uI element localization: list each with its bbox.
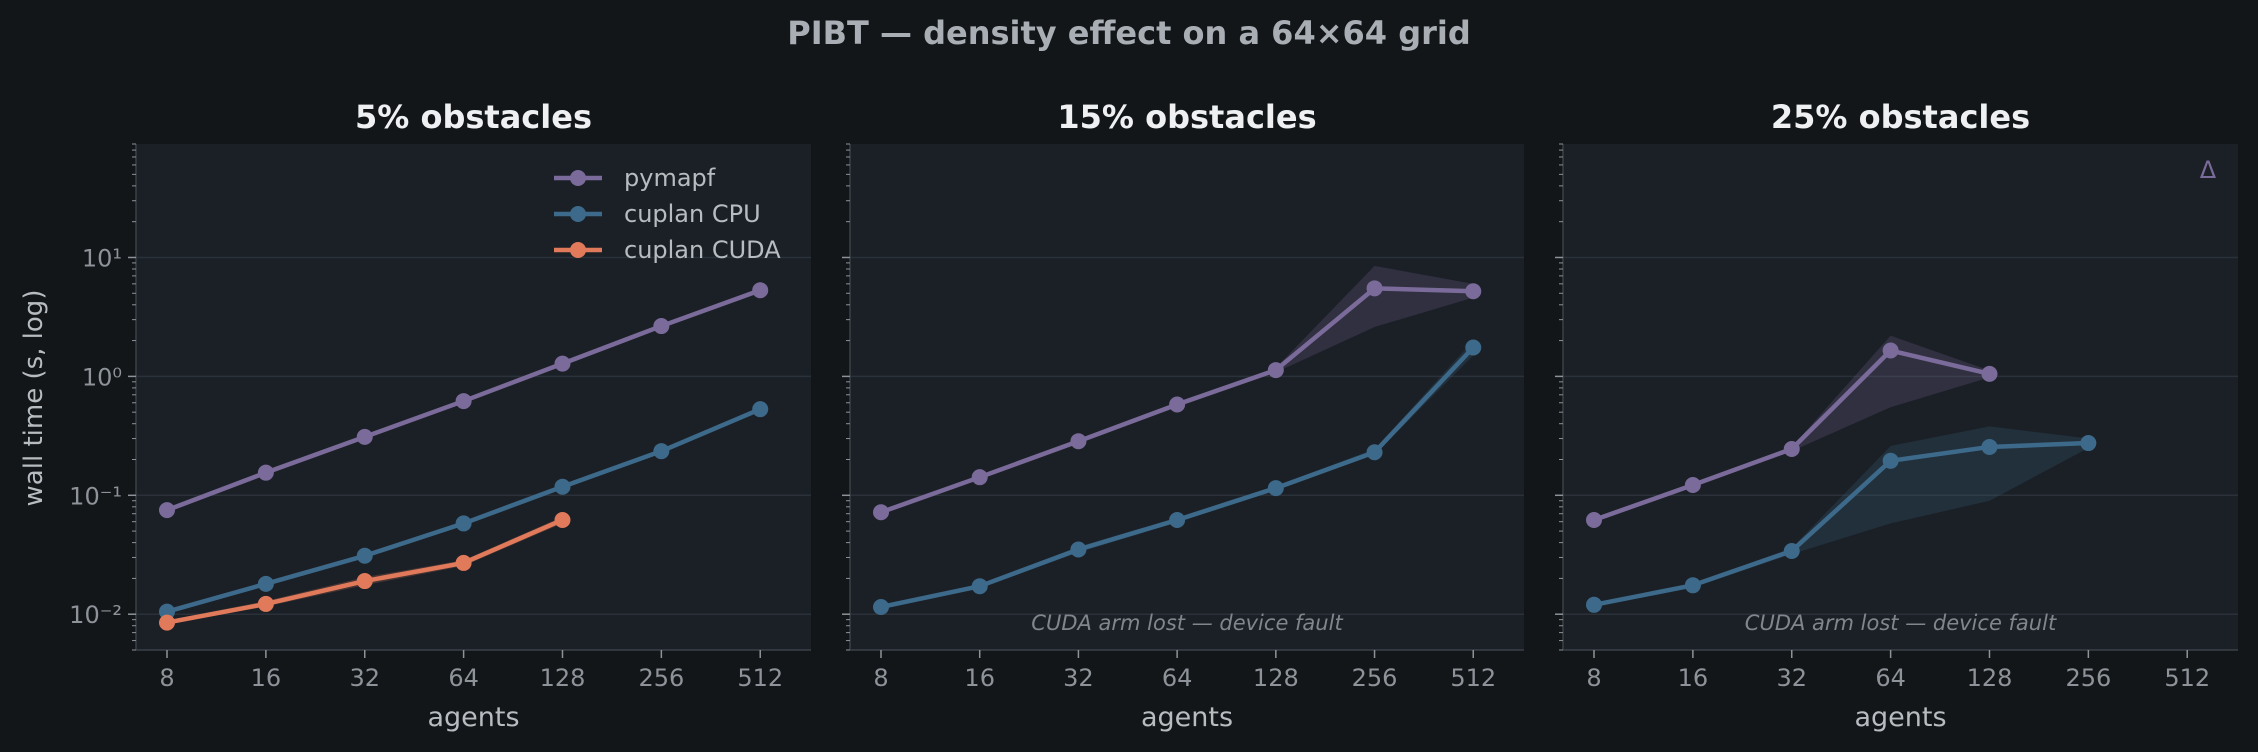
x-tick-label: 8	[873, 664, 888, 692]
data-point	[1586, 596, 1602, 613]
x-tick-label: 64	[1162, 664, 1193, 692]
legend: pymapf cuplan CPU cuplan CUDA	[554, 164, 781, 264]
data-point	[1882, 342, 1899, 359]
x-tick-label: 32	[1776, 664, 1807, 692]
data-point	[356, 428, 373, 445]
plot-area	[850, 144, 1524, 650]
y-tick-label: 10⁻²	[69, 601, 122, 629]
x-tick-label: 32	[1063, 664, 1094, 692]
data-point	[873, 598, 889, 615]
series-line-cuplan-cpu	[1593, 440, 2089, 607]
y-tick-label: 10⁻¹	[69, 482, 122, 510]
x-tick-label: 512	[737, 664, 783, 692]
annotation-note: CUDA arm lost — device fault	[1031, 611, 1343, 635]
x-tick-label: 256	[2065, 664, 2111, 692]
data-point	[653, 318, 670, 335]
x-tick-label: 128	[1253, 664, 1299, 692]
figure-title: PIBT — density effect on a 64×64 grid	[787, 14, 1471, 52]
data-point	[1981, 438, 1998, 455]
data-point	[1586, 511, 1602, 528]
delta-marker-icon: Δ	[2200, 156, 2217, 184]
data-point	[752, 401, 769, 418]
x-tick-label: 64	[1875, 664, 1906, 692]
x-tick-label: 8	[159, 664, 174, 692]
data-point	[257, 595, 274, 612]
data-point	[554, 511, 571, 528]
series-band-cuplan-cpu	[1594, 426, 2089, 607]
data-point	[1882, 452, 1899, 469]
x-tick-label: 128	[540, 664, 586, 692]
data-point	[1684, 577, 1701, 594]
data-point	[1783, 543, 1800, 560]
data-point	[554, 355, 571, 372]
x-tick-label: 512	[1450, 664, 1496, 692]
x-axis-label: agents	[427, 702, 519, 733]
legend-label: cuplan CUDA	[624, 236, 781, 264]
data-point	[752, 282, 769, 299]
series-band-pymapf	[1594, 335, 1990, 522]
data-point	[873, 504, 889, 521]
data-point	[159, 502, 175, 519]
x-tick-label: 8	[1586, 664, 1601, 692]
x-axis-label: agents	[1854, 702, 1946, 733]
data-point	[1465, 339, 1482, 356]
data-point	[1684, 477, 1701, 494]
legend-marker	[570, 206, 586, 222]
plot-area	[1563, 144, 2238, 650]
data-point	[1169, 396, 1186, 413]
x-tick-label: 256	[1352, 664, 1398, 692]
data-point	[1267, 362, 1284, 379]
data-point	[554, 478, 571, 495]
x-tick-label: 16	[251, 664, 282, 692]
data-point	[455, 554, 472, 571]
data-point	[257, 575, 274, 592]
data-point	[653, 443, 670, 460]
chart-panel-1: 10⁻² 10⁻¹ 10⁰ 10¹ 8 16 32 64 128 256 512 5% obstacl…	[69, 98, 811, 733]
y-axis-label: wall time (s, log)	[19, 290, 49, 507]
y-tick-label: 10¹	[82, 244, 122, 272]
panel-title: 15% obstacles	[1057, 98, 1316, 136]
data-point	[2080, 435, 2097, 452]
legend-label: pymapf	[624, 164, 716, 192]
data-point	[159, 614, 175, 631]
y-tick-label: 10⁰	[82, 363, 122, 391]
data-point	[455, 393, 472, 410]
data-point	[356, 573, 373, 590]
x-axis-label: agents	[1141, 702, 1233, 733]
x-tick-label: 32	[349, 664, 380, 692]
data-point	[257, 464, 274, 481]
x-tick-label: 16	[964, 664, 995, 692]
data-point	[1070, 433, 1087, 450]
data-point	[971, 578, 988, 595]
chart-panel-3: 8 16 32 64 128 256 512 25% obstacles agents CUDA …	[1555, 98, 2238, 733]
x-tick-label: 256	[638, 664, 684, 692]
data-point	[1366, 444, 1383, 461]
legend-label: cuplan CPU	[624, 200, 761, 228]
chart-panel-2: 8 16 32 64 128 256 512 15% obstacles agents CUDA …	[842, 98, 1524, 733]
panel-title: 5% obstacles	[355, 98, 592, 136]
chart-panels: 10⁻² 10⁻¹ 10⁰ 10¹ 8 16 32 64 128 256 512 5% obstacl…	[69, 98, 2238, 733]
annotation-note: CUDA arm lost — device fault	[1745, 611, 2057, 635]
data-point	[356, 547, 373, 564]
data-point	[1169, 511, 1186, 528]
data-point	[1465, 283, 1482, 300]
data-point	[1267, 480, 1284, 497]
data-point	[455, 515, 472, 532]
panel-title: 25% obstacles	[1771, 98, 2030, 136]
legend-marker	[570, 170, 586, 186]
x-tick-label: 128	[1967, 664, 2013, 692]
data-point	[1366, 280, 1383, 297]
data-point	[971, 469, 988, 486]
data-point	[1981, 365, 1998, 382]
data-point	[1783, 441, 1800, 458]
x-tick-label: 64	[448, 664, 479, 692]
legend-marker	[570, 242, 586, 258]
x-tick-label: 16	[1678, 664, 1709, 692]
data-point	[1070, 541, 1087, 558]
x-tick-label: 512	[2164, 664, 2210, 692]
